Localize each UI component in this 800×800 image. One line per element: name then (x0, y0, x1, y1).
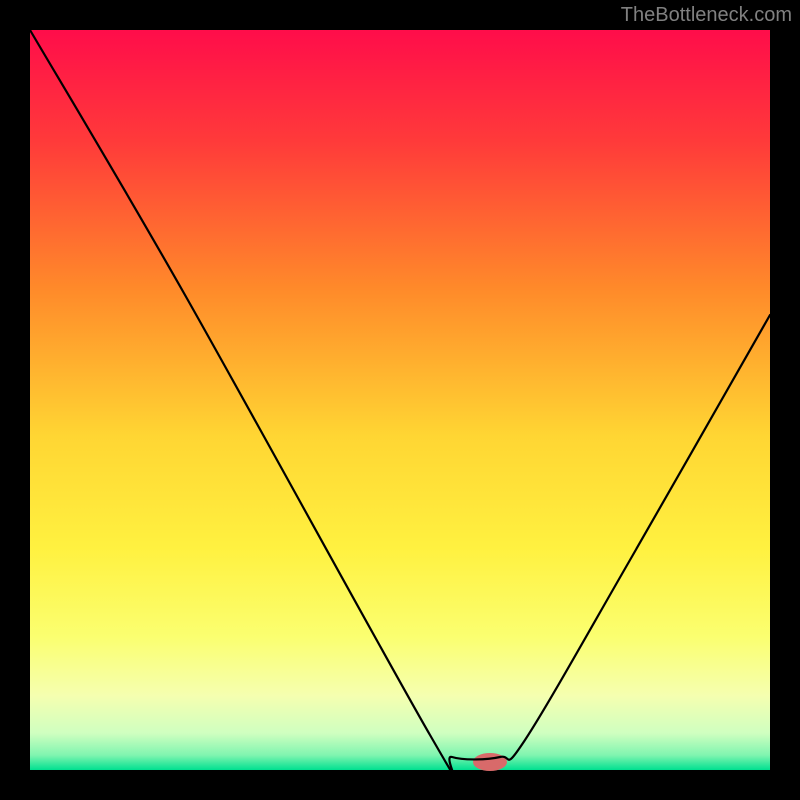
plot-background (30, 30, 770, 770)
bottleneck-chart (0, 0, 800, 800)
chart-svg (0, 0, 800, 800)
watermark-text: TheBottleneck.com (621, 4, 792, 27)
